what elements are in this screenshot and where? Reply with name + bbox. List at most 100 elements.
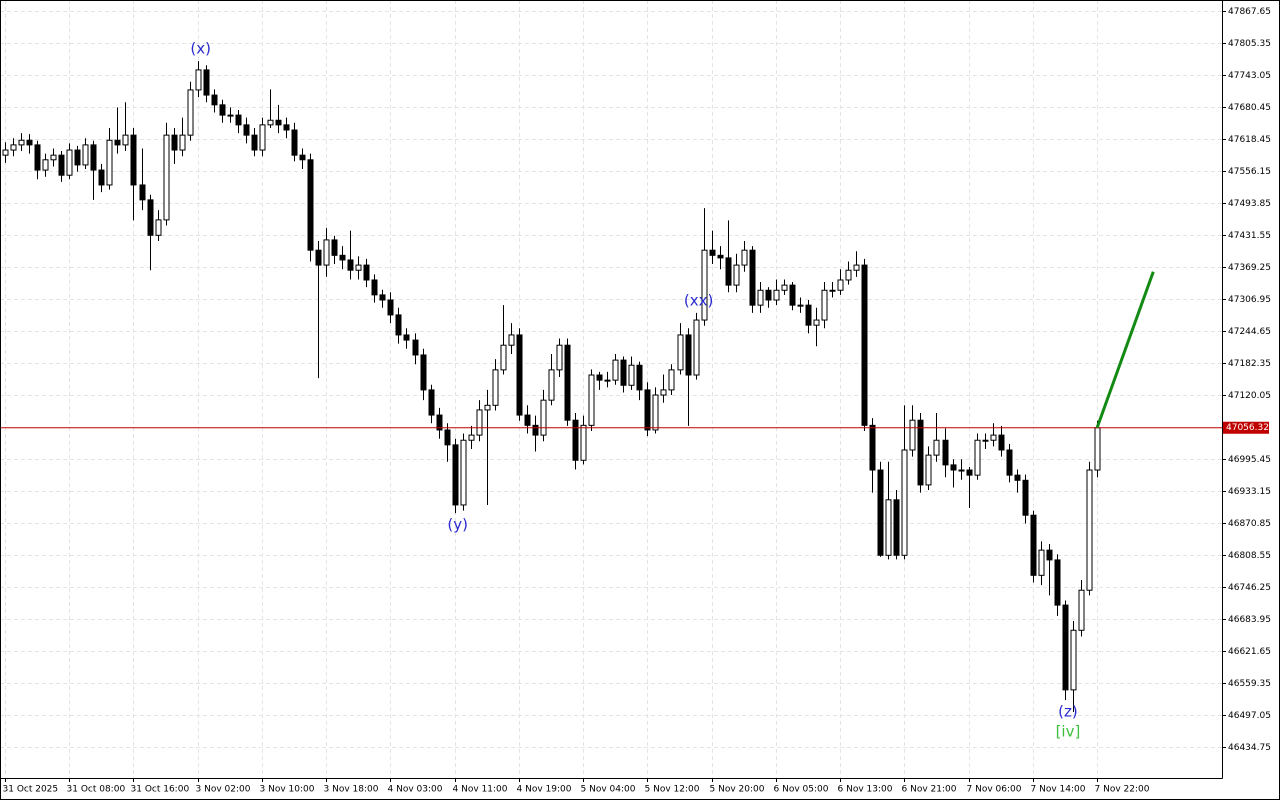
candle-body	[933, 439, 940, 456]
y-tick-label: 46933.15	[1228, 487, 1271, 497]
candle-body	[2, 149, 9, 156]
y-tick-label: 47743.05	[1228, 71, 1271, 81]
candle-body	[98, 169, 105, 186]
candle-body	[556, 344, 563, 371]
candle-body	[1094, 427, 1101, 471]
candle-body	[42, 159, 49, 171]
candle-body	[524, 414, 531, 426]
y-tick-label: 47306.95	[1228, 295, 1271, 305]
candle-body	[596, 374, 603, 381]
candle-body	[1054, 559, 1061, 606]
candle-body	[10, 144, 17, 151]
y-tick-label: 47556.15	[1228, 167, 1271, 177]
candle-body	[821, 289, 828, 321]
x-tick-label: 4 Nov 19:00	[517, 785, 572, 795]
candle-body	[74, 149, 81, 166]
x-tick-label: 5 Nov 20:00	[710, 785, 765, 795]
x-tick-label: 6 Nov 05:00	[774, 785, 829, 795]
candle-body	[508, 334, 515, 346]
candle-body	[974, 439, 981, 476]
axes: 47867.65 47805.35 47743.05 47680.45 47618.45…	[3, 7, 1271, 795]
candle-body	[82, 144, 89, 166]
candle-body	[668, 369, 675, 391]
candle-body	[227, 114, 234, 117]
y-tick-label: 47369.25	[1228, 263, 1271, 273]
candle-body	[950, 464, 957, 471]
candle-body	[781, 284, 788, 291]
x-tick-label: 6 Nov 13:00	[838, 785, 893, 795]
y-tick-label: 46683.95	[1228, 615, 1271, 625]
candle-body	[436, 414, 443, 431]
candle-body	[323, 239, 330, 266]
candle-body	[195, 69, 202, 91]
candle-body	[299, 154, 306, 161]
candle-body	[211, 94, 218, 106]
candle-body	[114, 139, 121, 146]
candle-body	[893, 499, 900, 556]
y-tick-label: 47805.35	[1228, 39, 1271, 49]
x-tick-label: 31 Oct 16:00	[131, 785, 190, 795]
candle-body	[347, 259, 354, 271]
candle-body	[179, 134, 186, 151]
y-tick-label: 47431.55	[1228, 231, 1271, 241]
forecast-line	[1095, 271, 1155, 429]
x-tick-label: 31 Oct 08:00	[67, 785, 126, 795]
y-tick-label: 46621.65	[1228, 647, 1271, 657]
candle-body	[50, 154, 57, 161]
price-label: 47056.32	[1226, 423, 1269, 433]
candle-body	[155, 219, 162, 236]
x-tick-label: 4 Nov 03:00	[388, 785, 443, 795]
candle-body	[139, 184, 146, 201]
candle-body	[717, 254, 724, 259]
candle-body	[147, 199, 154, 236]
candle-body	[1022, 479, 1029, 516]
candle-body	[267, 119, 274, 126]
candle-body	[693, 319, 700, 376]
candle-body	[1062, 604, 1069, 691]
y-tick-label: 46995.45	[1228, 455, 1271, 465]
candle-body	[917, 419, 924, 486]
x-tick-label: 5 Nov 12:00	[645, 785, 700, 795]
candle-body	[476, 409, 483, 436]
candle-body	[371, 279, 378, 296]
candle-body	[1014, 474, 1021, 481]
candle-body	[26, 139, 33, 146]
candle-body	[861, 264, 868, 426]
x-tick-label: 3 Nov 10:00	[260, 785, 315, 795]
candle-body	[909, 419, 916, 451]
candle-body	[1030, 514, 1037, 576]
candle-body	[363, 264, 370, 281]
x-tick-label: 7 Nov 22:00	[1095, 785, 1150, 795]
candle-body	[355, 264, 362, 271]
candle-body	[90, 144, 97, 171]
wave-label: (y)	[447, 516, 468, 534]
y-tick-label: 47867.65	[1228, 7, 1271, 17]
candle-body	[1006, 449, 1013, 476]
candle-body	[845, 269, 852, 281]
candle-body	[869, 424, 876, 471]
candle-body	[540, 399, 547, 436]
y-tick-label: 46808.55	[1228, 551, 1271, 561]
candle-body	[34, 144, 41, 171]
x-tick-label: 7 Nov 14:00	[1031, 785, 1086, 795]
wave-label: (z)	[1058, 703, 1078, 721]
price-label-bg	[1223, 421, 1269, 434]
candle-body	[572, 419, 579, 461]
candle-body	[219, 104, 226, 116]
y-tick-label: 46870.85	[1228, 519, 1271, 529]
candle-body	[652, 394, 659, 431]
x-tick-label: 3 Nov 18:00	[324, 785, 379, 795]
x-tick-label: 31 Oct 2025	[3, 785, 59, 795]
candle-body	[1070, 629, 1077, 691]
candle-body	[532, 424, 539, 436]
candle-body	[251, 134, 258, 151]
candle-body	[122, 134, 129, 146]
candle-body	[749, 249, 756, 306]
candle-body	[315, 249, 322, 266]
candle-body	[709, 249, 716, 256]
plot-area: (x) (xx) (y) (z) [iv]	[0, 40, 1222, 741]
candle-body	[203, 69, 210, 96]
candle-body	[813, 319, 820, 326]
candle-body	[580, 424, 587, 461]
candle-body	[1046, 549, 1053, 561]
